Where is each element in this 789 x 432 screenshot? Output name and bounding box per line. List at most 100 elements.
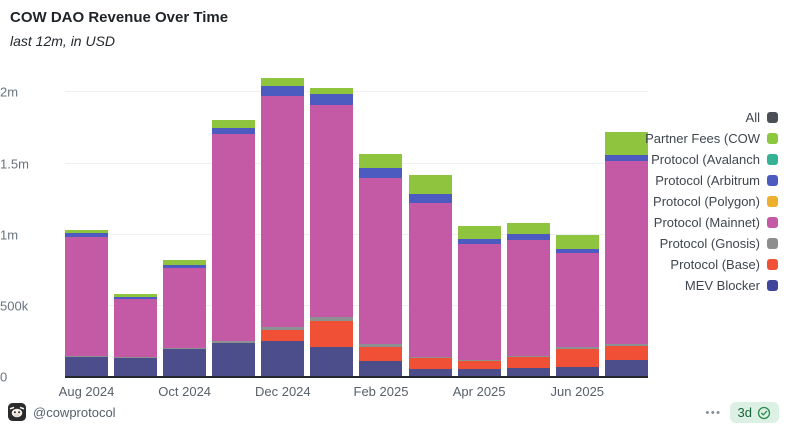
- bar-mar-2025[interactable]: [408, 175, 452, 377]
- bar-segment[interactable]: [604, 345, 648, 360]
- bar-segment[interactable]: [261, 85, 305, 96]
- x-tick-label: [212, 384, 255, 399]
- bar-segment[interactable]: [114, 294, 158, 298]
- bar-segment[interactable]: [212, 342, 256, 377]
- bar-segment[interactable]: [555, 366, 599, 377]
- bar-segment[interactable]: [163, 259, 207, 265]
- legend-item-protocol-mainnet[interactable]: Protocol (Mainnet): [645, 212, 778, 233]
- bar-segment[interactable]: [212, 119, 256, 129]
- bar-segment[interactable]: [457, 226, 501, 239]
- bar-segment[interactable]: [310, 104, 354, 317]
- bar-segment[interactable]: [408, 194, 452, 204]
- bar-segment[interactable]: [310, 320, 354, 348]
- bar-oct-2024[interactable]: [163, 259, 207, 377]
- bar-segment[interactable]: [408, 175, 452, 195]
- bar-segment[interactable]: [506, 368, 550, 377]
- bar-segment[interactable]: [114, 298, 158, 358]
- gridline: [65, 304, 648, 306]
- bar-segment[interactable]: [114, 297, 158, 299]
- bar-segment[interactable]: [359, 347, 403, 362]
- bar-segment[interactable]: [604, 343, 648, 346]
- bar-segment[interactable]: [506, 240, 550, 356]
- bar-segment[interactable]: [555, 248, 599, 253]
- bar-apr-2025[interactable]: [457, 226, 501, 377]
- x-tick-label: Aug 2024: [58, 384, 115, 399]
- bar-sep-2024[interactable]: [114, 294, 158, 377]
- legend-item-protocol-arbitrum[interactable]: Protocol (Arbitrum: [645, 170, 778, 191]
- legend-item-mev-blocker[interactable]: MEV Blocker: [645, 275, 778, 296]
- legend-item-protocol-polygon[interactable]: Protocol (Polygon): [645, 191, 778, 212]
- bar-segment[interactable]: [65, 355, 108, 358]
- bar-segment[interactable]: [506, 357, 550, 369]
- bar-segment[interactable]: [310, 88, 354, 94]
- bar-segment[interactable]: [555, 234, 599, 249]
- ellipsis-menu-button[interactable]: •••: [705, 406, 722, 419]
- bar-jun-2025[interactable]: [555, 234, 599, 377]
- bar-segment[interactable]: [408, 356, 452, 359]
- bar-segment[interactable]: [604, 359, 648, 377]
- bar-segment[interactable]: [163, 264, 207, 268]
- x-tick-label: [114, 384, 157, 399]
- bar-segment[interactable]: [359, 343, 403, 348]
- bar-segment[interactable]: [310, 316, 354, 321]
- bar-jan-2025[interactable]: [310, 88, 354, 377]
- freshness-badge[interactable]: 3d: [729, 402, 779, 423]
- bar-segment[interactable]: [506, 234, 550, 241]
- bar-dec-2024[interactable]: [261, 77, 305, 377]
- bar-segment[interactable]: [310, 93, 354, 105]
- bar-segment[interactable]: [261, 341, 305, 377]
- bar-segment[interactable]: [163, 267, 207, 349]
- bar-segment[interactable]: [65, 357, 108, 377]
- bar-segment[interactable]: [261, 330, 305, 342]
- bar-segment[interactable]: [359, 361, 403, 377]
- x-tick-label: Feb 2025: [353, 384, 409, 399]
- bar-segment[interactable]: [408, 358, 452, 370]
- bar-segment[interactable]: [506, 223, 550, 235]
- bar-segment[interactable]: [163, 349, 207, 377]
- bar-segment[interactable]: [212, 134, 256, 342]
- bar-segment[interactable]: [359, 153, 403, 168]
- bar-segment[interactable]: [457, 243, 501, 360]
- attribution-link[interactable]: @cowprotocol: [8, 403, 116, 421]
- legend-item-all[interactable]: All: [645, 107, 778, 128]
- bar-segment[interactable]: [359, 178, 403, 344]
- bar-nov-2024[interactable]: [212, 119, 256, 377]
- bar-may-2025[interactable]: [506, 223, 550, 377]
- legend-swatch-icon: [767, 238, 778, 249]
- bar-segment[interactable]: [604, 155, 648, 162]
- bar-feb-2025[interactable]: [359, 153, 403, 377]
- bar-segment[interactable]: [163, 348, 207, 350]
- legend-item-partner-fees-cow[interactable]: Partner Fees (COW: [645, 128, 778, 149]
- bar-segment[interactable]: [457, 369, 501, 377]
- bar-segment[interactable]: [114, 358, 158, 377]
- bar-segment[interactable]: [408, 369, 452, 377]
- bar-segment[interactable]: [310, 347, 354, 377]
- x-tick-label: Dec 2024: [254, 384, 311, 399]
- bar-segment[interactable]: [408, 203, 452, 357]
- bar-segment[interactable]: [506, 355, 550, 358]
- bar-segment[interactable]: [65, 237, 108, 356]
- legend-item-protocol-base[interactable]: Protocol (Base): [645, 254, 778, 275]
- bar-segment[interactable]: [555, 252, 599, 348]
- bar-segment[interactable]: [604, 131, 648, 156]
- legend-item-protocol-avalanch[interactable]: Protocol (Avalanch: [645, 149, 778, 170]
- bar-segment[interactable]: [212, 341, 256, 343]
- bar-segment[interactable]: [359, 167, 403, 179]
- bar-segment[interactable]: [555, 349, 599, 367]
- bar-segment[interactable]: [457, 361, 501, 370]
- cow-logo-icon: [8, 403, 26, 421]
- bar-jul-2025[interactable]: [604, 131, 648, 377]
- bar-segment[interactable]: [555, 347, 599, 350]
- bar-segment[interactable]: [261, 77, 305, 86]
- bar-segment[interactable]: [261, 327, 305, 331]
- bar-segment[interactable]: [114, 357, 158, 359]
- bar-segment[interactable]: [261, 95, 305, 328]
- bar-segment[interactable]: [212, 128, 256, 135]
- bar-segment[interactable]: [65, 230, 108, 234]
- bar-aug-2024[interactable]: [65, 230, 108, 377]
- legend-item-protocol-gnosis[interactable]: Protocol (Gnosis): [645, 233, 778, 254]
- bar-segment[interactable]: [65, 233, 108, 238]
- bar-segment[interactable]: [457, 359, 501, 362]
- bar-segment[interactable]: [457, 238, 501, 244]
- bar-segment[interactable]: [604, 161, 648, 344]
